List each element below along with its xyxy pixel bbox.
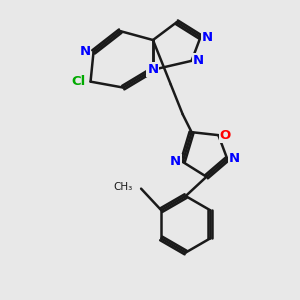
- Text: O: O: [220, 129, 231, 142]
- Text: Cl: Cl: [72, 75, 86, 88]
- Text: N: N: [147, 63, 158, 76]
- Text: N: N: [193, 54, 204, 67]
- Text: N: N: [202, 31, 213, 44]
- Text: CH₃: CH₃: [113, 182, 132, 192]
- Text: N: N: [229, 152, 240, 165]
- Text: N: N: [80, 45, 91, 58]
- Text: N: N: [170, 155, 181, 168]
